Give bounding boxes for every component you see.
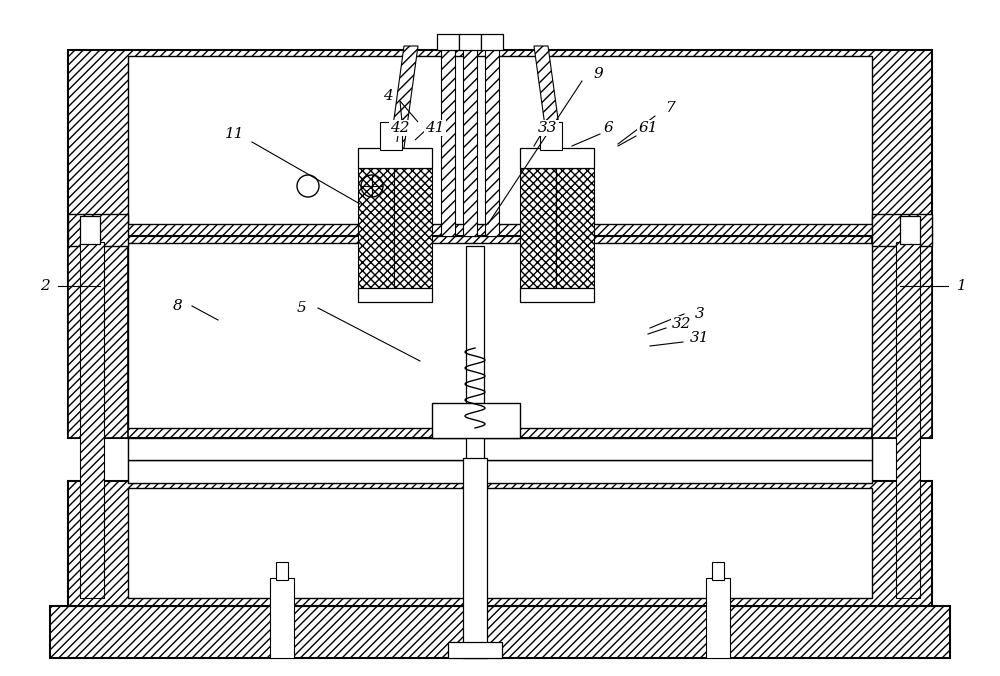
Polygon shape [534,46,562,148]
Text: 42: 42 [390,121,410,135]
Bar [68,481,932,606]
Text: 6: 6 [603,121,613,135]
Text: 11: 11 [225,127,245,141]
Bar [394,168,432,288]
Polygon shape [390,46,418,148]
Bar [872,236,932,438]
Bar [68,236,932,438]
Bar [128,56,872,224]
Bar [520,168,556,288]
Bar [50,606,950,658]
Text: 5: 5 [297,301,307,315]
Bar [463,458,487,658]
Bar [556,168,594,288]
Bar [80,216,100,244]
Bar [128,488,872,598]
Text: 4: 4 [383,89,393,103]
Text: 32: 32 [672,317,692,331]
Text: 2: 2 [40,279,50,293]
Bar [270,578,294,658]
Bar [437,34,459,50]
Bar [276,562,288,580]
Bar [128,438,872,460]
Bar [712,562,724,580]
Bar [466,246,484,606]
Bar [68,236,128,438]
Bar [128,460,872,483]
Bar [896,242,920,598]
Bar [80,242,104,598]
Bar [540,122,562,150]
Text: 9: 9 [593,67,603,81]
Bar [128,243,872,428]
Bar [358,288,432,302]
Bar [128,438,872,460]
Text: 3: 3 [695,307,705,321]
Bar [441,48,455,236]
Bar [68,50,932,236]
Bar [520,148,594,168]
Bar [872,214,932,246]
Bar [380,122,402,150]
Bar [358,168,394,288]
Bar [463,48,477,236]
Bar [432,403,520,438]
Bar [128,460,872,483]
Bar [459,34,481,50]
Bar [68,214,128,246]
Bar [358,148,432,168]
Bar [900,216,920,244]
Bar [448,642,502,658]
Bar [481,34,503,50]
Text: 7: 7 [665,101,675,115]
Bar [485,48,499,236]
Text: 1: 1 [957,279,967,293]
Bar [706,578,730,658]
Text: 41: 41 [425,121,445,135]
Text: 31: 31 [690,331,710,345]
Text: 61: 61 [638,121,658,135]
Text: 8: 8 [173,299,183,313]
Text: 33: 33 [538,121,558,135]
Bar [520,288,594,302]
